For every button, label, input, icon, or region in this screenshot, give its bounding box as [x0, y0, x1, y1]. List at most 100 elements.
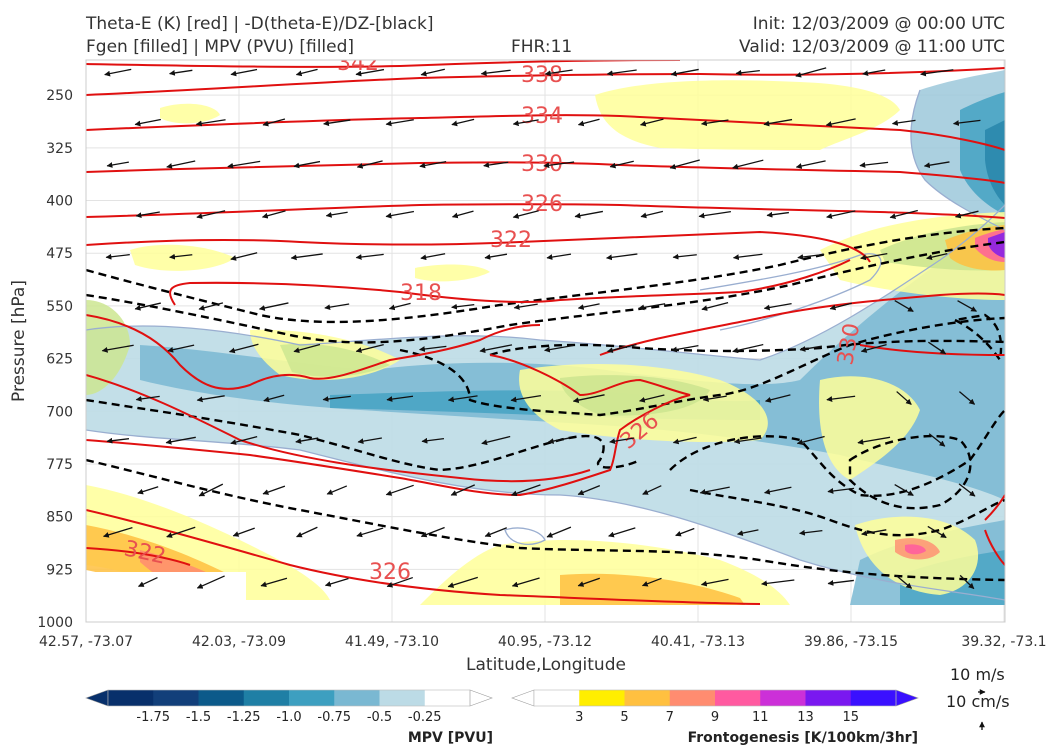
colorbar-swatch [289, 690, 335, 706]
colorbar-swatch [715, 690, 761, 706]
colorbar-tick-label: -0.25 [408, 710, 442, 725]
colorbar-swatch [198, 690, 245, 706]
colorbar-tick-label: 11 [752, 710, 769, 725]
wind-arrow [447, 576, 478, 588]
fgen-fill [160, 103, 220, 124]
plot-frame [85, 59, 1006, 623]
wind-arrow [607, 343, 637, 354]
wind-arrow [826, 210, 856, 219]
ref-horizontal-label: 10 m/s [950, 665, 1005, 684]
colorbar-extend-low [511, 689, 535, 707]
wind-arrow [169, 253, 193, 260]
wind-arrow [763, 302, 792, 311]
wind-arrow [451, 210, 474, 219]
fgen-colorbar-title: Frontogenesis [K/100km/3hr] [688, 730, 918, 746]
wind-arrow [356, 527, 384, 538]
wind-arrow [230, 252, 258, 261]
dtheta-contour [86, 240, 1005, 344]
wind-arrow [577, 577, 600, 587]
mpv-fill [985, 120, 1005, 205]
wind-arrow [263, 394, 285, 403]
wind-arrow [797, 253, 825, 260]
wind-arrow [732, 253, 763, 261]
colorbar-swatch [624, 690, 671, 706]
theta-e-contour-322b [86, 314, 541, 390]
dtheta-contour [86, 458, 1005, 582]
fgen-fill [988, 232, 1005, 258]
wind-arrow [733, 437, 762, 445]
colorbar-extend-high [469, 689, 493, 707]
colorbar-swatch [153, 690, 199, 706]
mpv-contour [504, 527, 546, 545]
colorbar-swatch [108, 690, 154, 706]
wind-arrow [795, 67, 827, 78]
wind-arrow [229, 343, 259, 354]
wind-arrow [546, 253, 572, 260]
wind-arrow [642, 485, 662, 495]
wind-arrow [322, 395, 351, 402]
wind-arrow [137, 486, 159, 495]
wind-arrow [230, 68, 258, 77]
valid-time: Valid: 12/03/2009 @ 11:00 UTC [739, 37, 1005, 57]
wind-arrow [737, 529, 759, 536]
colorbar-tick-label: 15 [842, 710, 859, 725]
wind-arrow [799, 345, 823, 352]
wind-arrow [896, 575, 913, 589]
wind-arrow [134, 302, 161, 311]
wind-arrow [860, 343, 887, 353]
wind-arrow [827, 579, 854, 586]
wind-arrow [137, 576, 158, 588]
colorbar-tick-label: -1.75 [136, 710, 170, 725]
wind-arrow [761, 579, 795, 587]
wind-arrow [675, 527, 695, 537]
colorbar-tick-label: 5 [620, 710, 628, 725]
theta-e-label: 326 [369, 560, 411, 585]
colorbar-extend-high [895, 689, 919, 707]
fgen-colorbar: 3 5 7 9 11 13 15 [511, 689, 919, 725]
theta-e-contour-334 [86, 114, 1005, 151]
wind-arrow [829, 302, 852, 311]
wind-arrow [261, 210, 286, 219]
ref-vertical-label: 10 cm/s [946, 692, 1010, 711]
wind-arrow [103, 526, 133, 538]
colorbar-tick-label: 3 [575, 710, 583, 725]
wind-arrow [669, 159, 700, 170]
y-axis: 250 325 400 475 550 625 700 775 850 925 1000 [37, 88, 73, 631]
wind-arrow [577, 485, 601, 496]
wind-arrow [861, 529, 887, 537]
fgen-fill [560, 375, 710, 416]
wind-arrow [421, 437, 445, 444]
forecast-hour: FHR:11 [511, 37, 573, 57]
wind-arrow [700, 578, 729, 587]
theta-e-label: 342 [337, 51, 379, 76]
wind-arrow [511, 484, 541, 497]
wind-arrow [606, 253, 638, 261]
wind-arrow [385, 210, 415, 219]
wind-arrow [638, 303, 666, 311]
terrain-mask [86, 572, 246, 622]
wind-arrow [920, 69, 954, 77]
y-tick-label: 550 [46, 299, 73, 315]
colorbar-swatch [850, 690, 897, 706]
mpv-colorbar: -1.75 -1.5 -1.25 -1.0 -0.75 -0.5 -0.25 [85, 689, 493, 725]
wind-arrow [544, 344, 574, 353]
wind-arrow [135, 211, 160, 219]
wind-arrow [262, 118, 286, 127]
wind-arrow [609, 437, 635, 445]
wind-arrow [356, 160, 383, 169]
wind-arrow [295, 68, 318, 77]
wind-arrow [512, 119, 539, 127]
y-tick-label: 250 [46, 88, 73, 104]
wind-arrow [106, 437, 130, 444]
x-tick-label: 41.49, -73.10 [345, 634, 439, 650]
fgen-fill [905, 544, 926, 555]
wind-arrow [326, 485, 348, 495]
wind-arrow [735, 69, 760, 76]
colorbar-swatch [424, 690, 471, 706]
theta-e-contour-318 [169, 259, 851, 306]
wind-arrow [169, 69, 193, 76]
y-tick-label: 925 [46, 562, 73, 578]
wind-arrow [385, 119, 414, 127]
wind-arrow [480, 69, 511, 77]
